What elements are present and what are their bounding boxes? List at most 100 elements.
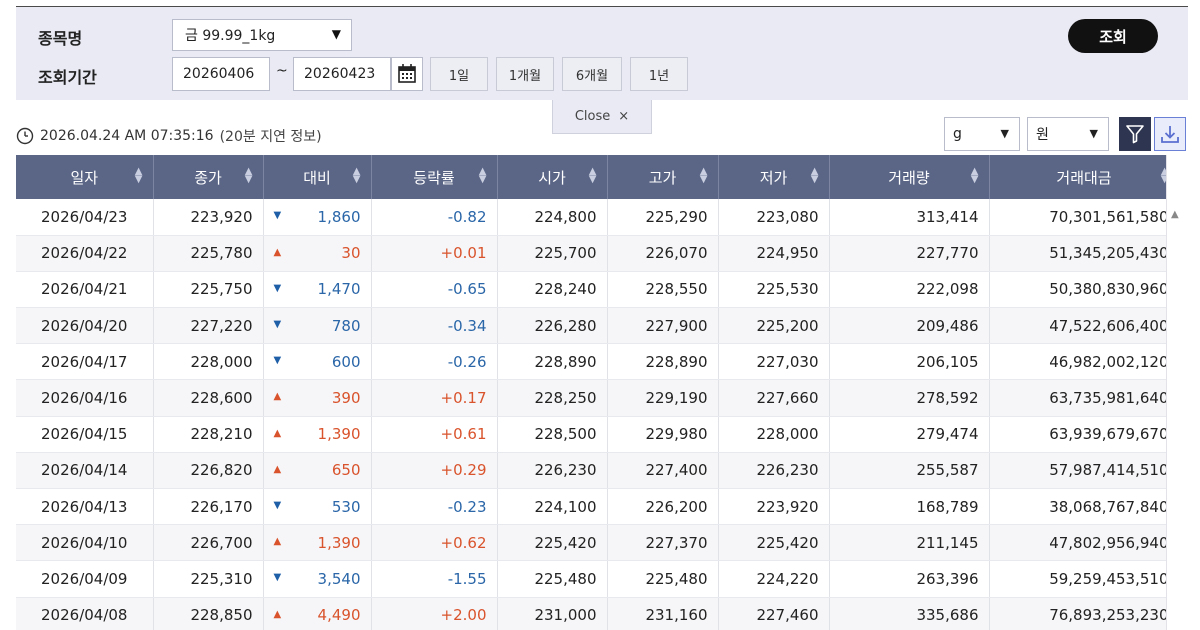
table-row[interactable]: 2026/04/13 226,170 ▼ 530 -0.23 224,100 226,200… (16, 488, 1166, 526)
table-row[interactable]: 2026/04/14 226,820 ▲ 650 +0.29 226,230 227,400… (16, 452, 1166, 490)
cell-volume: 168,789 (829, 488, 990, 526)
cell-low: 223,080 (718, 199, 830, 236)
sort-icon[interactable]: ▲ ▼ (588, 166, 597, 185)
table-row[interactable]: 2026/04/22 225,780 ▲ 30 +0.01 225,700 226,070 2… (16, 235, 1166, 272)
cell-date: 2026/04/22 (16, 235, 154, 272)
period-label: 조회기간 (38, 68, 97, 87)
change-value: 1,390 (317, 425, 361, 444)
period-1d-button[interactable]: 1일 (430, 57, 488, 91)
table-row[interactable]: 2026/04/17 228,000 ▼ 600 -0.26 228,890 228,890… (16, 343, 1166, 381)
cell-open: 225,420 (497, 524, 608, 562)
cell-amount: 63,735,981,640 (989, 379, 1166, 417)
column-header-rate[interactable]: 등락률 ▲ ▼ (371, 155, 498, 199)
column-header-close[interactable]: 종가 ▲ ▼ (153, 155, 264, 199)
unit-select[interactable]: g ▼ (944, 117, 1020, 151)
up-triangle-icon: ▲ (273, 391, 282, 403)
column-header-date[interactable]: 일자 ▲ ▼ (16, 155, 154, 199)
cell-amount: 59,259,453,510 (989, 560, 1166, 598)
cell-high: 225,480 (607, 560, 719, 598)
period-1y-button[interactable]: 1년 (630, 57, 688, 91)
sort-icon[interactable]: ▲ ▼ (810, 166, 819, 185)
cell-date: 2026/04/10 (16, 524, 154, 562)
cell-change: ▼ 780 (263, 307, 372, 345)
filter-button[interactable] (1119, 117, 1151, 151)
cell-high: 226,200 (607, 488, 719, 526)
cell-close: 228,850 (153, 597, 264, 630)
price-table: 일자 ▲ ▼ 종가 ▲ ▼ 대비 ▲ ▼ 등락률 ▲ ▼ 시가 ▲ ▼ 고가 ▲ ▼ 저가 ▲ ▼ 거래량 ▲ ▼ 거래대금 ▲ ▼… (16, 155, 1166, 630)
cell-open: 228,890 (497, 343, 608, 381)
close-panel-button[interactable]: Close × (552, 100, 652, 134)
cell-high: 226,070 (607, 235, 719, 272)
cell-amount: 50,380,830,960 (989, 271, 1166, 309)
sort-icon[interactable]: ▲ ▼ (478, 166, 487, 185)
cell-low: 224,950 (718, 235, 830, 272)
cell-rate: -0.23 (371, 488, 498, 526)
column-header-open[interactable]: 시가 ▲ ▼ (497, 155, 608, 199)
column-header-amount[interactable]: 거래대금 ▲ ▼ (989, 155, 1166, 199)
table-row[interactable]: 2026/04/20 227,220 ▼ 780 -0.34 226,280 227,900… (16, 307, 1166, 345)
item-select[interactable]: 금 99.99_1kg ▼ (172, 19, 352, 51)
table-row[interactable]: 2026/04/21 225,750 ▼ 1,470 -0.65 228,240 228,5… (16, 271, 1166, 309)
download-button[interactable] (1154, 117, 1186, 151)
timestamp-row: 2026.04.24 AM 07:35:16 (20분 지연 정보) (16, 126, 322, 146)
period-6m-button[interactable]: 6개월 (562, 57, 622, 91)
cell-date: 2026/04/20 (16, 307, 154, 345)
down-triangle-icon: ▼ (273, 572, 282, 584)
sort-icon[interactable]: ▲ ▼ (1160, 166, 1166, 185)
column-header-low[interactable]: 저가 ▲ ▼ (718, 155, 830, 199)
search-button[interactable]: 조회 (1068, 19, 1158, 53)
currency-select[interactable]: 원 ▼ (1027, 117, 1109, 151)
cell-high: 227,400 (607, 452, 719, 490)
close-label: Close (574, 109, 611, 124)
table-row[interactable]: 2026/04/08 228,850 ▲ 4,490 +2.00 231,000 231,1… (16, 597, 1166, 630)
table-row[interactable]: 2026/04/16 228,600 ▲ 390 +0.17 228,250 229,190… (16, 379, 1166, 417)
table-scrollbar[interactable]: ▲ (1166, 155, 1188, 630)
cell-rate: -1.55 (371, 560, 498, 598)
down-triangle-icon: ▼ (273, 210, 282, 221)
table-row[interactable]: 2026/04/15 228,210 ▲ 1,390 +0.61 228,500 229,9… (16, 416, 1166, 453)
cell-open: 228,240 (497, 271, 608, 309)
sort-icon[interactable]: ▲ ▼ (134, 166, 143, 185)
column-header-label: 등락률 (413, 168, 455, 187)
column-header-volume[interactable]: 거래량 ▲ ▼ (829, 155, 990, 199)
end-date-input[interactable]: 20260423 (293, 57, 391, 91)
cell-volume: 335,686 (829, 597, 990, 630)
cell-rate: +0.29 (371, 452, 498, 490)
cell-date: 2026/04/09 (16, 560, 154, 598)
column-header-change[interactable]: 대비 ▲ ▼ (263, 155, 372, 199)
cell-rate: -0.82 (371, 199, 498, 236)
scroll-up-arrow-icon[interactable]: ▲ (1171, 209, 1179, 220)
filter-icon (1126, 125, 1144, 144)
cell-low: 225,200 (718, 307, 830, 345)
sort-icon[interactable]: ▲ ▼ (699, 166, 708, 185)
sort-icon[interactable]: ▲ ▼ (244, 166, 253, 185)
start-date-input[interactable]: 20260406 (172, 57, 270, 91)
sort-icon[interactable]: ▲ ▼ (970, 166, 979, 185)
cell-high: 229,980 (607, 416, 719, 453)
item-select-value: 금 99.99_1kg (185, 28, 276, 44)
cell-change: ▼ 1,860 (263, 199, 372, 236)
chevron-down-icon: ▼ (331, 27, 341, 41)
column-header-label: 고가 (648, 168, 677, 187)
cell-rate: +2.00 (371, 597, 498, 630)
cell-high: 231,160 (607, 597, 719, 630)
change-value: 1,390 (317, 533, 361, 552)
cell-low: 225,420 (718, 524, 830, 562)
cell-change: ▲ 1,390 (263, 416, 372, 453)
column-header-label: 저가 (759, 168, 788, 187)
period-1m-button[interactable]: 1개월 (496, 57, 554, 91)
change-value: 780 (331, 316, 361, 335)
table-row[interactable]: 2026/04/09 225,310 ▼ 3,540 -1.55 225,480 225,4… (16, 560, 1166, 598)
down-triangle-icon: ▼ (273, 500, 282, 511)
cell-low: 226,230 (718, 452, 830, 490)
table-row[interactable]: 2026/04/23 223,920 ▼ 1,860 -0.82 224,800 225,2… (16, 199, 1166, 236)
sort-icon[interactable]: ▲ ▼ (352, 166, 361, 185)
calendar-icon (398, 64, 416, 83)
calendar-button[interactable] (391, 57, 423, 91)
cell-low: 223,920 (718, 488, 830, 526)
table-body: 2026/04/23 223,920 ▼ 1,860 -0.82 224,800 225,2… (16, 199, 1166, 630)
table-row[interactable]: 2026/04/10 226,700 ▲ 1,390 +0.62 225,420 227,3… (16, 524, 1166, 562)
cell-open: 224,100 (497, 488, 608, 526)
column-header-label: 거래대금 (1056, 168, 1112, 187)
column-header-high[interactable]: 고가 ▲ ▼ (607, 155, 719, 199)
